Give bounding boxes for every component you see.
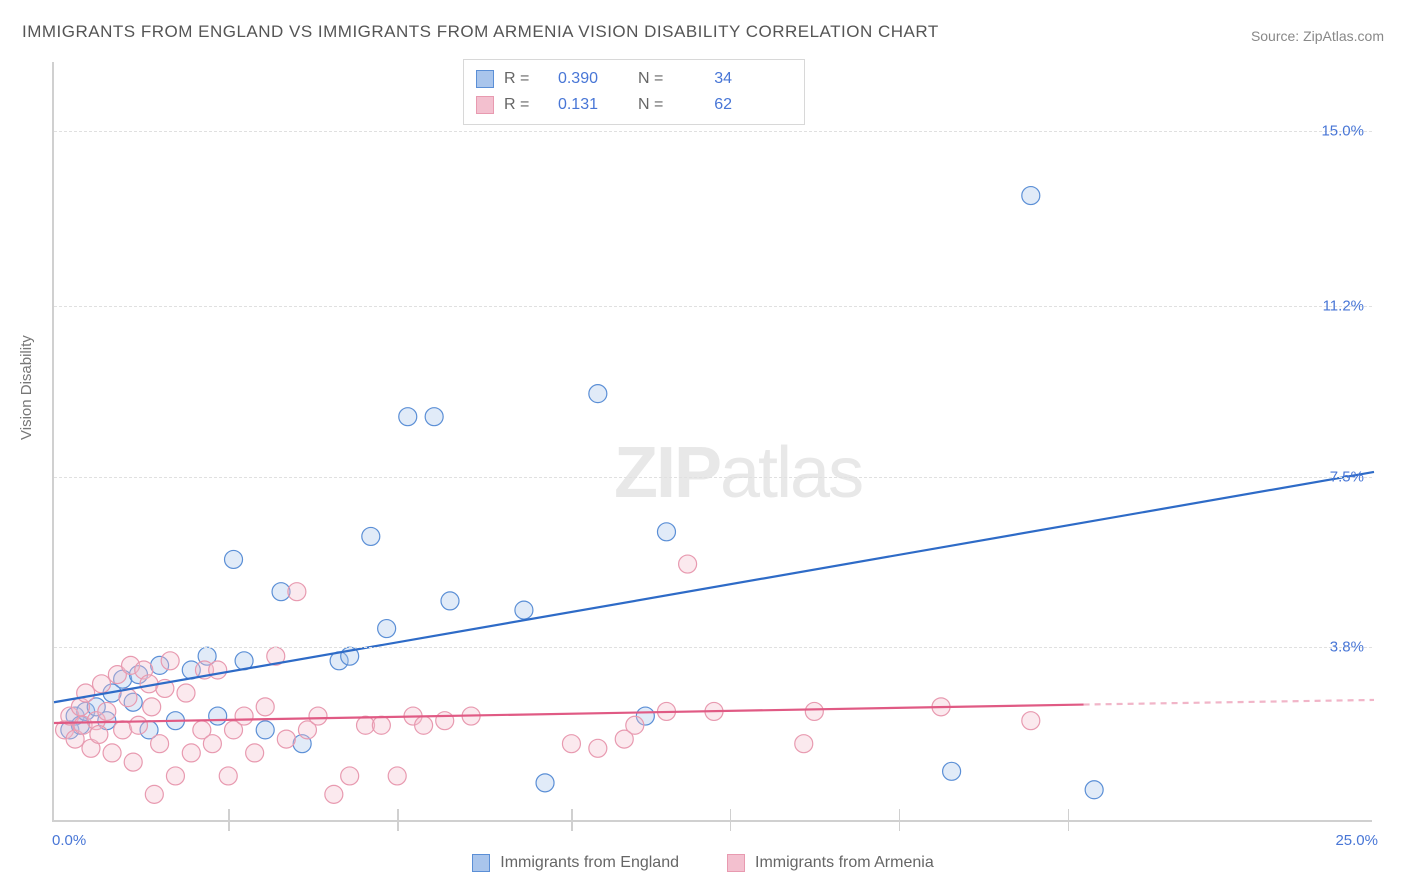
scatter-point: [1022, 187, 1040, 205]
gridline: [54, 131, 1372, 132]
y-tick-label: 11.2%: [1323, 298, 1364, 315]
legend-r-value: 0.390: [540, 70, 598, 88]
scatter-point: [415, 716, 433, 734]
scatter-point: [362, 527, 380, 545]
trend-line-dashed: [1084, 700, 1374, 705]
scatter-point: [1022, 712, 1040, 730]
x-tick-mark: [730, 809, 732, 831]
scatter-point: [805, 702, 823, 720]
legend-n-label: N =: [638, 70, 664, 88]
gridline: [54, 306, 1372, 307]
scatter-point: [589, 739, 607, 757]
gridline: [54, 477, 1372, 478]
scatter-point: [378, 620, 396, 638]
scatter-point: [246, 744, 264, 762]
legend-n-value: 34: [674, 70, 732, 88]
scatter-point: [90, 725, 108, 743]
legend-r-label: R =: [504, 70, 530, 88]
legend-top-row: R = 0.390 N = 34: [476, 66, 792, 92]
scatter-point: [225, 550, 243, 568]
scatter-point: [399, 408, 417, 426]
scatter-point: [124, 753, 142, 771]
legend-top-row: R = 0.131 N = 62: [476, 92, 792, 118]
legend-swatch: [476, 96, 494, 114]
scatter-point: [277, 730, 295, 748]
scatter-point: [1085, 781, 1103, 799]
scatter-point: [93, 675, 111, 693]
scatter-point: [309, 707, 327, 725]
scatter-point: [515, 601, 533, 619]
scatter-point: [161, 652, 179, 670]
chart-svg: [54, 62, 1372, 820]
scatter-point: [288, 583, 306, 601]
scatter-point: [182, 744, 200, 762]
scatter-point: [562, 735, 580, 753]
y-tick-label: 7.5%: [1330, 468, 1364, 485]
scatter-point: [679, 555, 697, 573]
scatter-point: [166, 767, 184, 785]
x-tick-mark: [899, 809, 901, 831]
scatter-point: [98, 702, 116, 720]
scatter-point: [209, 661, 227, 679]
scatter-point: [103, 744, 121, 762]
source-attribution: Source: ZipAtlas.com: [1251, 28, 1384, 44]
legend-top: R = 0.390 N = 34 R = 0.131 N = 62: [463, 59, 805, 125]
chart-title: IMMIGRANTS FROM ENGLAND VS IMMIGRANTS FR…: [22, 22, 939, 42]
scatter-point: [256, 721, 274, 739]
scatter-point: [219, 767, 237, 785]
scatter-point: [151, 735, 169, 753]
legend-bottom: Immigrants from England Immigrants from A…: [0, 854, 1406, 872]
x-tick-mark: [397, 809, 399, 831]
legend-n-label: N =: [638, 96, 664, 114]
scatter-point: [114, 721, 132, 739]
scatter-point: [235, 707, 253, 725]
legend-bottom-item: Immigrants from England: [472, 854, 679, 872]
legend-r-label: R =: [504, 96, 530, 114]
legend-swatch: [727, 854, 745, 872]
scatter-point: [436, 712, 454, 730]
scatter-point: [143, 698, 161, 716]
scatter-point: [177, 684, 195, 702]
legend-r-value: 0.131: [540, 96, 598, 114]
y-tick-label: 15.0%: [1321, 123, 1364, 140]
scatter-point: [536, 774, 554, 792]
legend-n-value: 62: [674, 96, 732, 114]
legend-series-name: Immigrants from England: [500, 854, 679, 872]
trend-line: [54, 472, 1374, 702]
scatter-point: [388, 767, 406, 785]
x-tick-mark: [571, 809, 573, 831]
gridline: [54, 647, 1372, 648]
scatter-point: [341, 767, 359, 785]
scatter-point: [441, 592, 459, 610]
x-tick-mark: [228, 809, 230, 831]
x-tick-label-min: 0.0%: [52, 832, 86, 849]
legend-series-name: Immigrants from Armenia: [755, 854, 934, 872]
scatter-point: [425, 408, 443, 426]
x-tick-label-max: 25.0%: [1335, 832, 1378, 849]
legend-swatch: [472, 854, 490, 872]
scatter-point: [372, 716, 390, 734]
scatter-point: [203, 735, 221, 753]
scatter-point: [795, 735, 813, 753]
y-tick-label: 3.8%: [1330, 638, 1364, 655]
y-axis-label: Vision Disability: [18, 335, 35, 440]
x-tick-mark: [1068, 809, 1070, 831]
legend-swatch: [476, 70, 494, 88]
scatter-point: [129, 716, 147, 734]
scatter-point: [145, 785, 163, 803]
scatter-point: [943, 762, 961, 780]
legend-bottom-item: Immigrants from Armenia: [727, 854, 934, 872]
scatter-point: [256, 698, 274, 716]
scatter-point: [209, 707, 227, 725]
scatter-point: [589, 385, 607, 403]
plot-area: ZIPatlas 3.8%7.5%11.2%15.0%: [52, 62, 1372, 822]
scatter-point: [657, 523, 675, 541]
scatter-point: [626, 716, 644, 734]
scatter-point: [325, 785, 343, 803]
scatter-point: [77, 684, 95, 702]
